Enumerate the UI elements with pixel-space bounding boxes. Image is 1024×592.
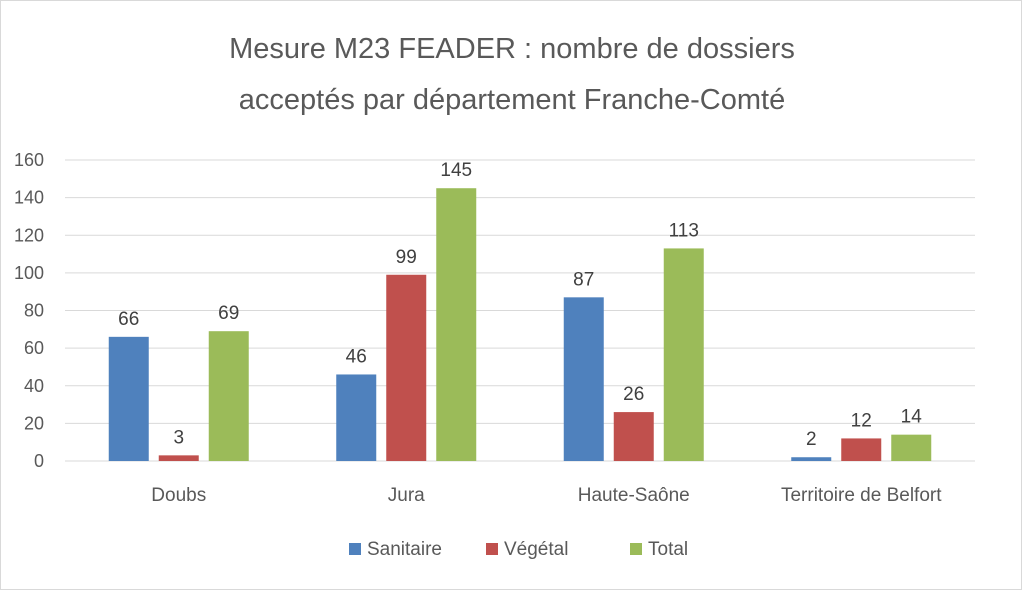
- gridlines: [65, 159, 975, 462]
- data-label: 26: [623, 384, 644, 405]
- data-label: 3: [173, 427, 184, 448]
- bar-sanitaire-3: [791, 457, 832, 461]
- bar-végétal-0: [158, 455, 199, 461]
- bar-sanitaire-1: [336, 374, 377, 461]
- y-tick-label: 120: [14, 225, 44, 245]
- category-label: Territoire de Belfort: [781, 485, 942, 506]
- data-label: 87: [573, 269, 594, 290]
- legend-swatch-sanitaire: [349, 543, 361, 555]
- data-label: 12: [851, 410, 872, 431]
- data-label: 69: [218, 303, 239, 324]
- y-tick-label: 80: [24, 301, 44, 321]
- y-axis-ticks: 0 20 40 60 80 100 120 140 160: [14, 150, 44, 471]
- legend-swatch-végétal: [486, 543, 498, 555]
- data-labels: 66 3 69 46 99 145 87 26 113 2 12 14: [118, 160, 922, 450]
- bar-total-2: [663, 248, 704, 461]
- bar-végétal-2: [613, 412, 654, 461]
- bar-total-1: [436, 188, 477, 461]
- bar-sanitaire-0: [108, 336, 149, 461]
- bars: [108, 188, 932, 461]
- chart-title-line-2: acceptés par département Franche-Comté: [239, 84, 785, 116]
- legend: Sanitaire Végétal Total: [349, 539, 688, 560]
- bar-total-3: [891, 434, 932, 461]
- data-label: 113: [669, 220, 699, 241]
- category-label: Haute-Saône: [578, 485, 690, 506]
- data-label: 46: [346, 346, 367, 367]
- y-tick-label: 60: [24, 338, 44, 358]
- x-axis-categories: Doubs Jura Haute-Saône Territoire de Belfor…: [151, 485, 942, 506]
- bar-sanitaire-2: [563, 297, 604, 461]
- data-label: 99: [396, 247, 417, 268]
- legend-label: Végétal: [504, 539, 568, 560]
- data-label: 14: [901, 407, 923, 428]
- chart-title-line-1: Mesure M23 FEADER : nombre de dossiers: [229, 33, 795, 65]
- category-label: Doubs: [151, 485, 206, 506]
- data-label: 145: [440, 160, 472, 181]
- bar-végétal-1: [386, 274, 427, 461]
- y-tick-label: 20: [24, 413, 44, 433]
- legend-label: Sanitaire: [367, 539, 442, 560]
- y-tick-label: 160: [14, 150, 44, 170]
- legend-label: Total: [648, 539, 688, 560]
- y-tick-label: 140: [14, 188, 44, 208]
- y-tick-label: 0: [34, 451, 44, 471]
- bar-végétal-3: [841, 438, 882, 461]
- data-label: 66: [118, 309, 139, 330]
- bar-total-0: [208, 331, 249, 461]
- y-tick-label: 40: [24, 376, 44, 396]
- y-tick-label: 100: [14, 263, 44, 283]
- data-label: 2: [806, 429, 817, 450]
- category-label: Jura: [388, 485, 425, 506]
- legend-swatch-total: [630, 543, 642, 555]
